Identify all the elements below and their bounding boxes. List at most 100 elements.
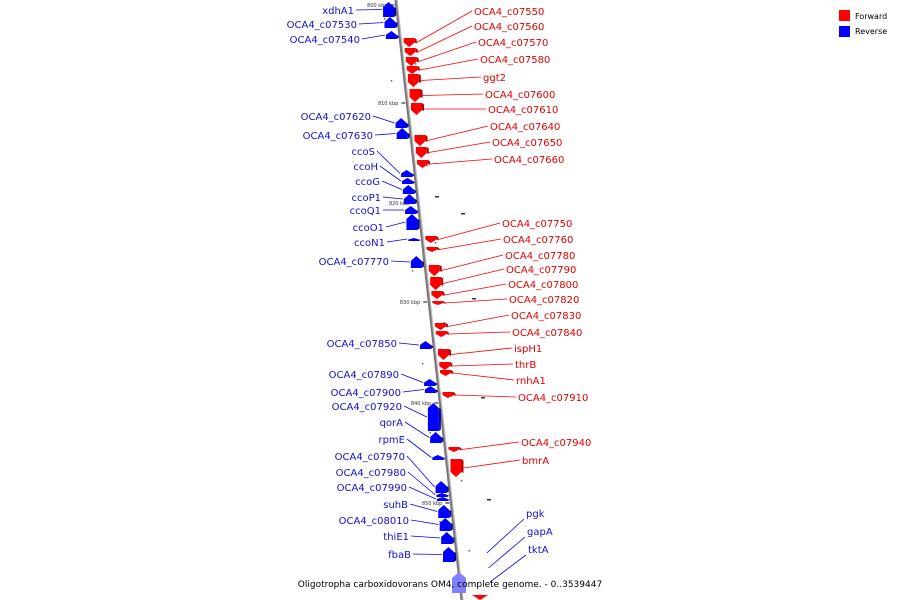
forward-gene-label[interactable]: OCA4_c07940 [521,438,591,449]
reverse-gene-label[interactable]: xdhA1 [322,6,354,17]
reverse-gene-label[interactable]: OCA4_c08010 [339,516,409,527]
forward-gene-label[interactable]: OCA4_c07640 [490,122,560,133]
reverse-gene-label[interactable]: suhB [383,500,408,511]
leader-line [439,238,502,250]
leader-line [410,519,439,525]
reverse-gene-label[interactable]: rpmE [378,435,405,446]
leader-line [376,150,401,174]
reverse-gene-glyph [438,505,452,518]
minor-tick [472,298,476,300]
genome-backbone [394,0,464,600]
forward-gene-label[interactable]: OCA4_c07820 [509,295,579,306]
reverse-gene-glyph [435,481,449,493]
leader-line [455,394,517,398]
forward-gene-glyph [434,323,448,330]
forward-gene-label[interactable]: OCA4_c07570 [478,38,548,49]
forward-gene-label[interactable]: OCA4_c07760 [503,235,573,246]
reverse-gene-glyph [385,31,399,39]
leader-line [463,459,521,469]
reverse-gene-label[interactable]: OCA4_c07630 [303,131,373,142]
reverse-gene-label[interactable]: pgk [526,509,545,520]
reverse-gene-label[interactable]: OCA4_c07990 [337,483,407,494]
reverse-gene-glyph [395,118,409,128]
forward-gene-glyph [439,362,453,370]
reverse-gene-label[interactable]: OCA4_c07890 [329,370,399,381]
reverse-gene-label[interactable]: ccoQ1 [350,206,381,217]
reverse-gene-label[interactable]: ccoS [352,147,375,158]
reverse-gene-glyph [410,256,424,268]
reverse-gene-glyph [436,497,450,501]
forward-gene-label[interactable]: OCA4_c07580 [480,55,550,66]
forward-gene-glyph [472,595,488,600]
leader-line [372,115,395,124]
reverse-gene-label[interactable]: OCA4_c07980 [336,468,406,479]
minor-tick [435,196,439,198]
reverse-gene-label[interactable]: OCA4_c07620 [301,112,371,123]
reverse-gene-label[interactable]: ccoN1 [354,238,385,249]
reverse-gene-glyph [402,185,416,194]
kbp-label: 820 kbp [389,201,409,207]
forward-gene-label[interactable]: OCA4_c07600 [485,90,555,101]
reverse-gene-label[interactable]: OCA4_c07900 [331,388,401,399]
reverse-gene-glyph [403,194,417,204]
forward-gene-label[interactable]: thrB [515,360,536,371]
forward-gene-label[interactable]: OCA4_c07560 [474,22,544,33]
kbp-label: 840 kbp [411,401,431,407]
forward-gene-glyph [435,331,449,337]
reverse-gene-label[interactable]: OCA4_c07530 [287,20,357,31]
forward-gene-label[interactable]: rnhA1 [516,376,546,387]
reverse-gene-label[interactable]: OCA4_c07540 [290,35,360,46]
leader-line [417,25,473,53]
minor-tick [414,63,417,65]
reverse-gene-label[interactable]: OCA4_c07850 [327,339,397,350]
forward-gene-label[interactable]: OCA4_c07910 [518,393,588,404]
leader-line [441,254,504,271]
forward-gene-label[interactable]: OCA4_c07750 [502,219,572,230]
forward-gene-label[interactable]: OCA4_c07660 [494,155,564,166]
leader-line [452,363,514,367]
forward-gene-label[interactable]: ispH1 [514,344,542,355]
reverse-gene-label[interactable]: qorA [380,418,404,429]
forward-gene-label[interactable]: OCA4_c07650 [492,138,562,149]
forward-gene-label[interactable]: OCA4_c07790 [506,265,576,276]
leader-line [361,34,385,40]
forward-gene-glyph [432,301,446,305]
minor-tick [434,242,437,244]
forward-gene-label[interactable]: OCA4_c07780 [505,251,575,262]
leader-line [382,196,403,200]
reverse-gene-label[interactable]: OCA4_c07920 [332,402,402,413]
leader-line [410,535,441,539]
reverse-gene-label[interactable]: fbaB [388,550,411,561]
minor-tick [481,397,485,399]
forward-gene-label[interactable]: OCA4_c07800 [508,280,578,291]
forward-gene-label[interactable]: ggt2 [483,73,506,84]
forward-gene-label[interactable]: OCA4_c07840 [512,328,582,339]
forward-gene-label[interactable]: OCA4_c07550 [474,7,544,18]
reverse-gene-glyph [452,572,466,593]
reverse-gene-label[interactable]: ccoO1 [353,223,384,234]
leader-line [450,347,513,355]
forward-gene-glyph [430,277,444,290]
reverse-gene-label[interactable]: OCA4_c07770 [319,257,389,268]
leader-line [428,141,491,153]
reverse-gene-label[interactable]: gapA [527,527,553,538]
forward-gene-label[interactable]: bmrA [522,456,549,467]
minor-tick [443,322,445,324]
gene-labels[interactable]: OCA4_c07550 OCA4_c07560 OCA4_c07570 OCA4_c0… [287,6,592,561]
reverse-gene-label[interactable]: ccoP1 [351,193,381,204]
forward-gene-glyph [404,48,418,56]
leader-line [416,10,473,43]
leader-line [398,342,419,346]
reverse-gene-label[interactable]: OCA4_c07970 [335,452,405,463]
kbp-label: 800 kbp [367,3,387,9]
forward-gene-label[interactable]: OCA4_c07830 [511,311,581,322]
reverse-gene-label[interactable]: ccoG [355,177,380,188]
leader-line [358,22,384,25]
reverse-gene-label[interactable]: ccoH [353,162,378,173]
reverse-gene-label[interactable]: tktA [528,545,549,556]
reverse-gene-glyph [383,2,397,17]
reverse-gene-label[interactable]: thiE1 [383,532,409,543]
forward-gene-label[interactable]: OCA4_c07610 [488,105,558,116]
minor-tick [411,270,414,272]
label-leaders [355,9,527,583]
